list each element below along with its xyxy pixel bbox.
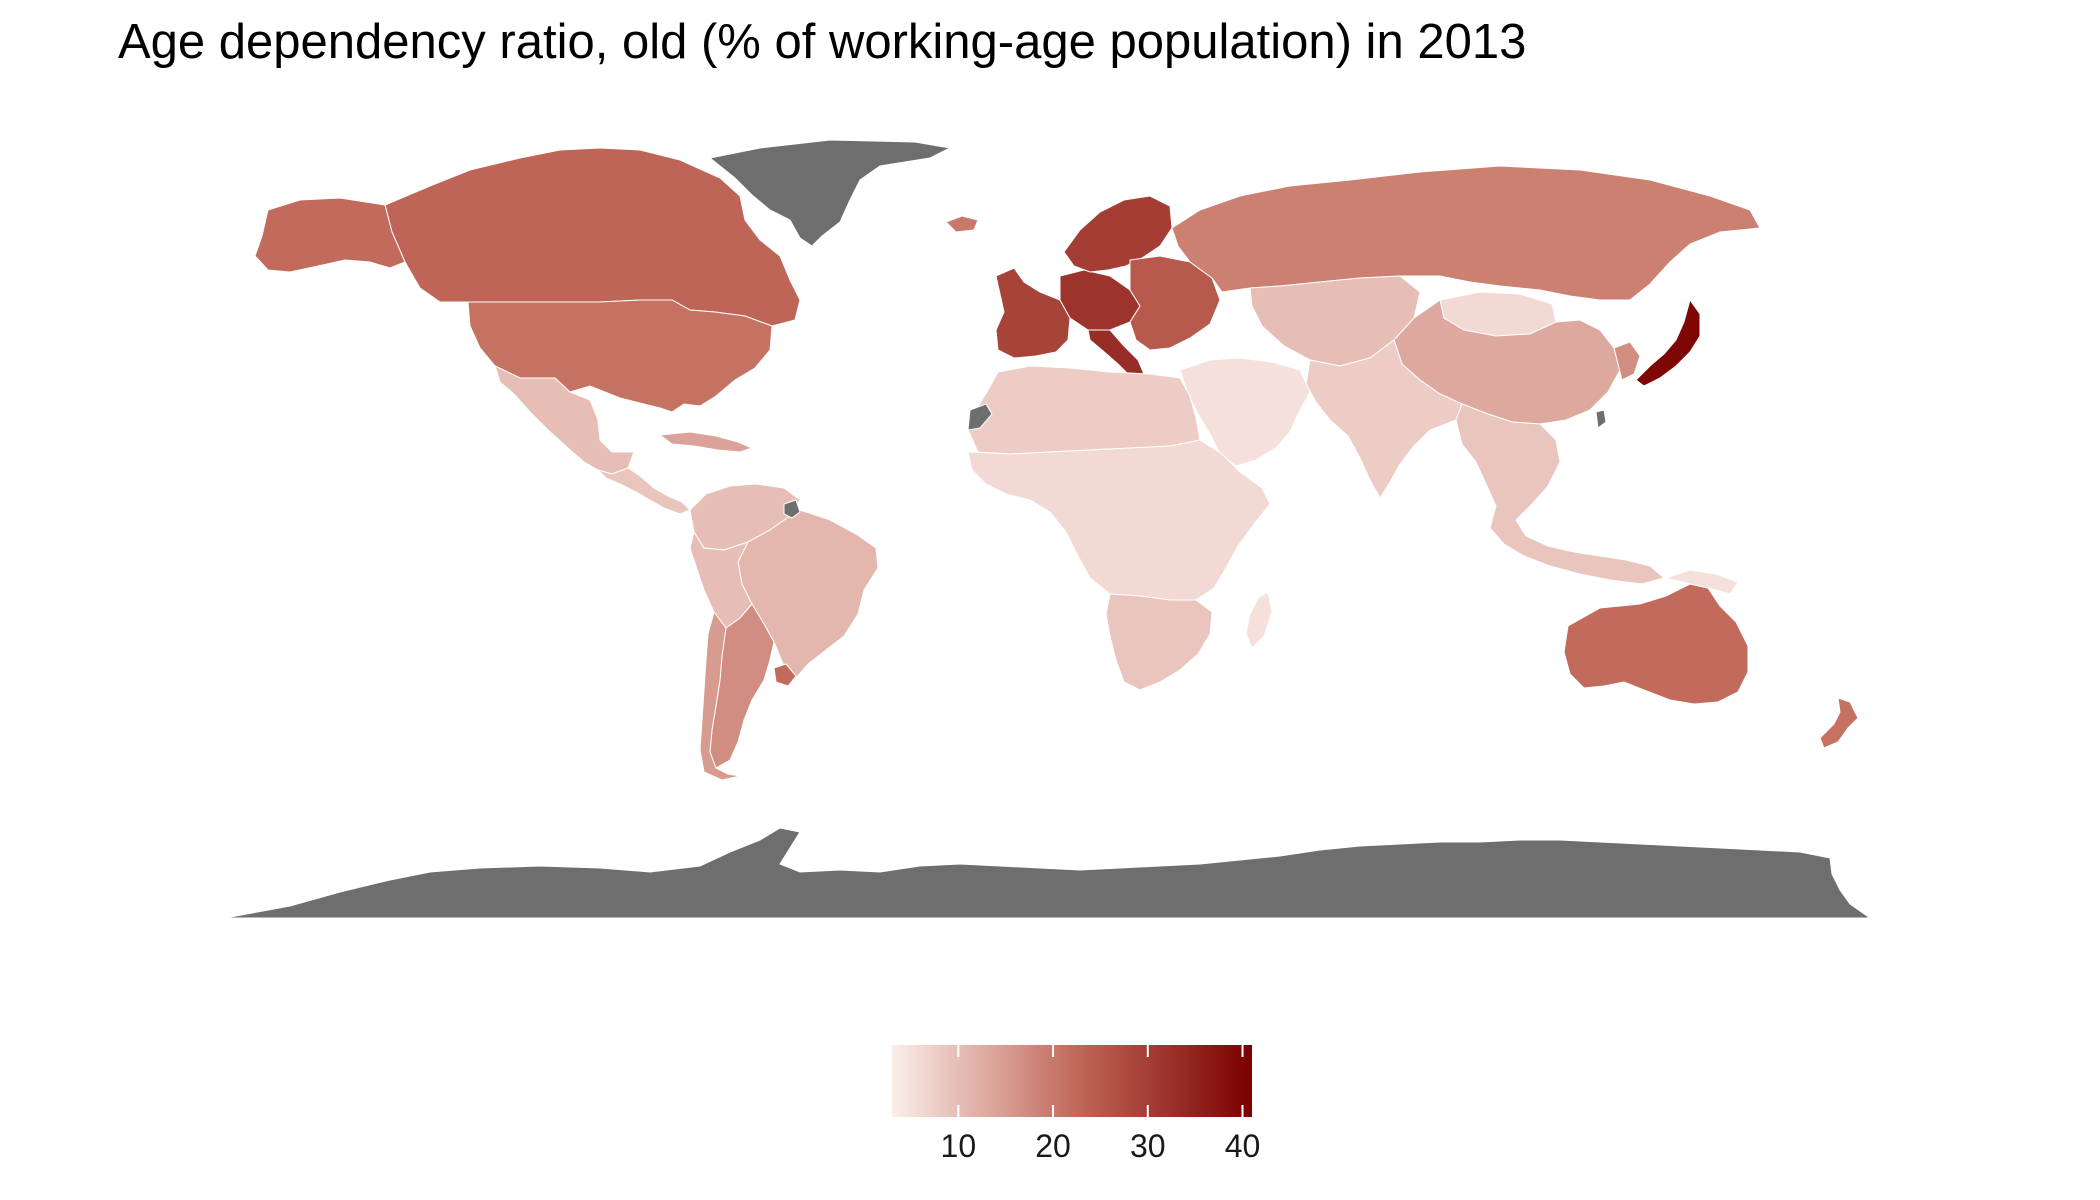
region-uruguay (773, 663, 797, 687)
region-southern-africa (1105, 593, 1213, 691)
region-korea (1613, 341, 1641, 381)
region-chile (699, 610, 741, 781)
legend-gradient-bar (892, 1045, 1252, 1117)
region-scandinavia (1063, 195, 1173, 273)
region-north-africa (967, 365, 1201, 455)
region-india-south-asia (1305, 339, 1463, 499)
legend-tick-labels: 10 20 30 40 (0, 1128, 2100, 1178)
region-russia (1171, 165, 1761, 301)
legend-tick-label: 20 (1035, 1128, 1071, 1164)
region-new-zealand (1819, 697, 1859, 749)
region-greenland (708, 139, 952, 247)
color-scale-legend (892, 1045, 1252, 1117)
country-regions (224, 139, 1872, 919)
region-alaska (254, 197, 406, 273)
region-australia (1563, 583, 1749, 705)
region-french-guiana (783, 499, 801, 519)
region-united-states (467, 299, 773, 413)
region-japan (1635, 298, 1701, 387)
legend-tick-marks (957, 1045, 1244, 1117)
region-madagascar (1245, 591, 1273, 649)
map-title: Age dependency ratio, old (% of working-… (118, 15, 1527, 69)
region-western-europe (995, 267, 1071, 359)
region-western-sahara (967, 403, 993, 431)
legend-tick-label: 40 (1224, 1128, 1261, 1164)
legend-tick-label: 30 (1129, 1128, 1166, 1164)
region-papua-melanesia (1664, 569, 1739, 595)
region-central-america (596, 467, 691, 515)
legend-tick-label: 10 (940, 1128, 977, 1164)
region-antarctica (224, 827, 1872, 919)
region-caribbean (658, 431, 754, 453)
region-germany-central-europe (1059, 269, 1141, 331)
region-southeast-asia (1455, 403, 1666, 585)
region-middle-east (1179, 357, 1311, 467)
region-sub-saharan-africa (967, 439, 1271, 601)
region-taiwan (1595, 409, 1607, 429)
region-iceland (945, 215, 979, 233)
